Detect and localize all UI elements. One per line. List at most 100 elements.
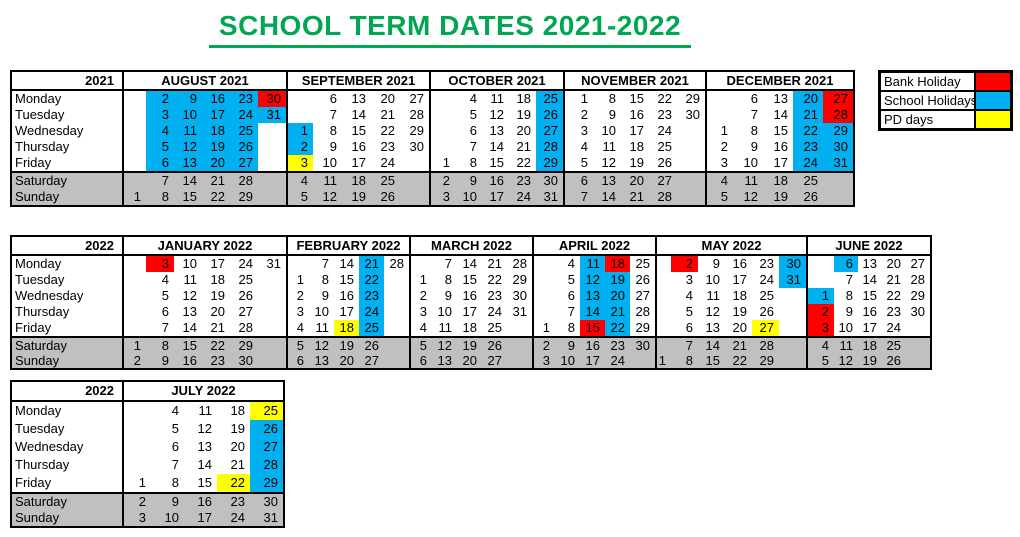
day-cell-school-holiday: 30 (823, 139, 853, 155)
day-cell-school-holiday: 25 (359, 320, 384, 336)
weekday-label: Saturday (15, 338, 68, 353)
day-cell-school-holiday: 31 (779, 272, 806, 288)
weekday-label: Sunday (15, 353, 60, 368)
day-cell: 23 (380, 139, 395, 154)
day-cell-school-holiday: 20 (605, 288, 630, 304)
day-cell: 6 (750, 91, 758, 106)
legend: Bank Holiday School Holidays PD days (878, 70, 1013, 131)
day-cell (823, 189, 853, 205)
day-cell: 3 (720, 155, 728, 170)
day-cell: 9 (608, 107, 616, 122)
day-cell-school-holiday: 5 (146, 139, 174, 155)
day-cell: 24 (759, 272, 774, 287)
day-cell (288, 91, 313, 107)
day-cell: 10 (560, 353, 575, 368)
day-cell-school-holiday: 1 (288, 123, 313, 139)
day-cell-bank-holiday: 2 (671, 256, 698, 272)
day-cell-school-holiday: 4 (146, 123, 174, 139)
day-cell: 4 (161, 272, 169, 287)
day-cell: 30 (910, 304, 925, 319)
day-cell: 31 (543, 189, 558, 204)
day-cell: 28 (238, 173, 253, 188)
day-cell: 8 (171, 475, 179, 490)
month-header-cell: APRIL 2022 (532, 237, 655, 254)
day-cell (258, 353, 286, 368)
day-cell: 19 (629, 155, 644, 170)
day-cell-school-holiday: 17 (202, 107, 230, 123)
weekday-row-wednesday: Wednesday 6 13 20 27 (12, 438, 283, 456)
day-cell: 27 (657, 173, 672, 188)
month-week-row: 3 10 17 24 (563, 123, 705, 139)
month-header-cell: AUGUST 2021 (122, 72, 286, 89)
day-cell: 24 (238, 256, 253, 271)
day-cell: 16 (773, 139, 788, 154)
day-cell (288, 256, 309, 272)
month-week-row: 3 10 17 24 (806, 320, 930, 336)
weekday-row-wednesday: Wednesday 4 11 18 25 1 8 15 22 29 6 13 20 27 3 10 17 24 1 8… (12, 123, 853, 139)
day-cell: 16 (585, 338, 600, 353)
day-cell (258, 155, 286, 171)
day-cell: 5 (821, 353, 829, 368)
month-week-row: 3 10 17 24 31 (409, 304, 532, 320)
day-cell: 3 (296, 304, 304, 319)
day-cell: 31 (512, 304, 527, 319)
day-cell (779, 304, 806, 320)
month-week-row: 7 14 21 28 (409, 256, 532, 272)
month-week-row: 5 12 19 26 (122, 139, 286, 155)
day-cell-school-holiday: 21 (793, 107, 823, 123)
day-cell-school-holiday: 23 (359, 288, 384, 304)
day-cell (124, 420, 151, 438)
month-week-row: 7 14 21 28 (122, 320, 286, 336)
day-cell: 15 (197, 475, 212, 490)
month-week-row: 7 14 21 28 (429, 139, 563, 155)
day-cell: 22 (210, 189, 225, 204)
month-week-row: 4 11 18 25 (122, 402, 283, 420)
day-cell: 14 (705, 338, 720, 353)
day-cell: 12 (322, 189, 337, 204)
day-cell: 12 (489, 107, 504, 122)
day-cell: 3 (542, 353, 550, 368)
day-cell (657, 304, 671, 320)
day-cell-bank-holiday: 27 (823, 91, 853, 107)
day-cell: 8 (750, 123, 758, 138)
weekday-row-friday: Friday 1 8 15 22 29 (12, 474, 283, 492)
day-cell (258, 288, 286, 304)
day-cell: 29 (759, 353, 774, 368)
month-week-row: 5 12 19 26 (122, 420, 283, 438)
day-cell (630, 353, 655, 368)
day-cell (124, 139, 146, 155)
day-cell: 7 (845, 272, 853, 287)
day-cell: 23 (230, 494, 245, 509)
day-cell: 6 (469, 123, 477, 138)
day-cell: 17 (862, 320, 877, 335)
day-cell: 15 (182, 189, 197, 204)
day-cell-school-holiday: 28 (536, 139, 563, 155)
day-cell (400, 173, 429, 189)
day-cell (258, 173, 286, 189)
weekday-label: Thursday (15, 304, 70, 319)
month-week-row: 6 13 20 27 (122, 304, 286, 320)
month-week-row: 5 12 19 26 (409, 338, 532, 353)
day-cell (534, 256, 555, 272)
month-week-row: 3 10 17 24 31 (655, 272, 806, 288)
day-cell: 5 (161, 288, 169, 303)
day-cell: 12 (314, 338, 329, 353)
day-cell: 5 (720, 189, 728, 204)
day-cell (707, 91, 733, 107)
day-cell: 23 (516, 173, 531, 188)
day-cell-school-holiday: 19 (605, 272, 630, 288)
day-cell (677, 123, 705, 139)
month-week-row: 6 13 20 27 (655, 320, 806, 336)
day-cell: 2 (720, 139, 728, 154)
day-cell: 13 (601, 173, 616, 188)
day-cell (534, 272, 555, 288)
day-cell: 28 (635, 304, 650, 319)
day-cell: 16 (732, 256, 747, 271)
year-label: 2022 (85, 383, 114, 398)
day-cell: 29 (409, 123, 424, 138)
day-cell: 8 (161, 189, 169, 204)
day-cell: 20 (230, 439, 245, 454)
day-cell (124, 155, 146, 171)
day-cell: 2 (296, 288, 304, 303)
weekday-row-sunday: Sunday 1 8 15 22 29 5 12 19 26 3 10 17 24 31 7 14 21 28 5 12… (12, 189, 853, 205)
